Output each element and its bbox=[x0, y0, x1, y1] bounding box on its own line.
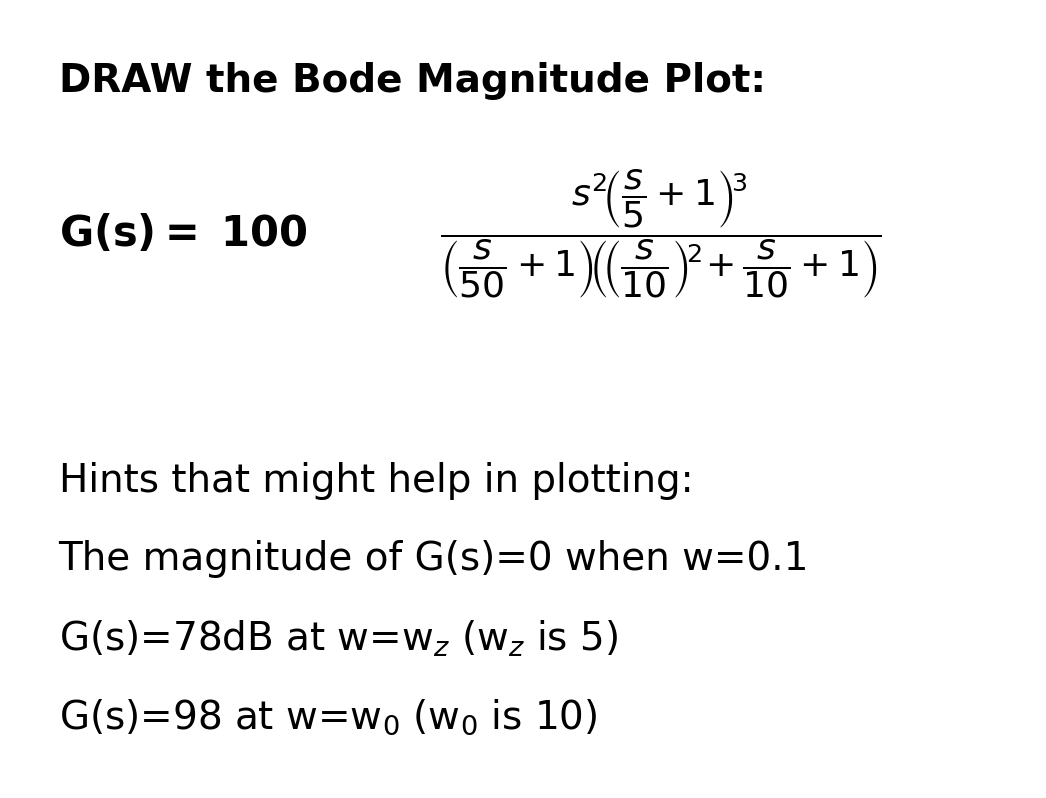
Text: The magnitude of G(s)=0 when w=0.1: The magnitude of G(s)=0 when w=0.1 bbox=[59, 540, 809, 578]
Text: $\mathbf{G(s)=\ 100}$: $\mathbf{G(s)=\ 100}$ bbox=[59, 213, 308, 255]
Text: G(s)=78dB at w=w$_z$ (w$_z$ is 5): G(s)=78dB at w=w$_z$ (w$_z$ is 5) bbox=[59, 618, 617, 659]
Text: DRAW the Bode Magnitude Plot:: DRAW the Bode Magnitude Plot: bbox=[59, 61, 766, 100]
Text: $\dfrac{s^2\!\left(\dfrac{s}{5}+1\right)^{\!3}}{\left(\dfrac{s}{50}+1\right)\!\l: $\dfrac{s^2\!\left(\dfrac{s}{5}+1\right)… bbox=[440, 168, 882, 301]
Text: Hints that might help in plotting:: Hints that might help in plotting: bbox=[59, 462, 693, 500]
Text: G(s)=98 at w=w$_0$ (w$_0$ is 10): G(s)=98 at w=w$_0$ (w$_0$ is 10) bbox=[59, 697, 597, 737]
